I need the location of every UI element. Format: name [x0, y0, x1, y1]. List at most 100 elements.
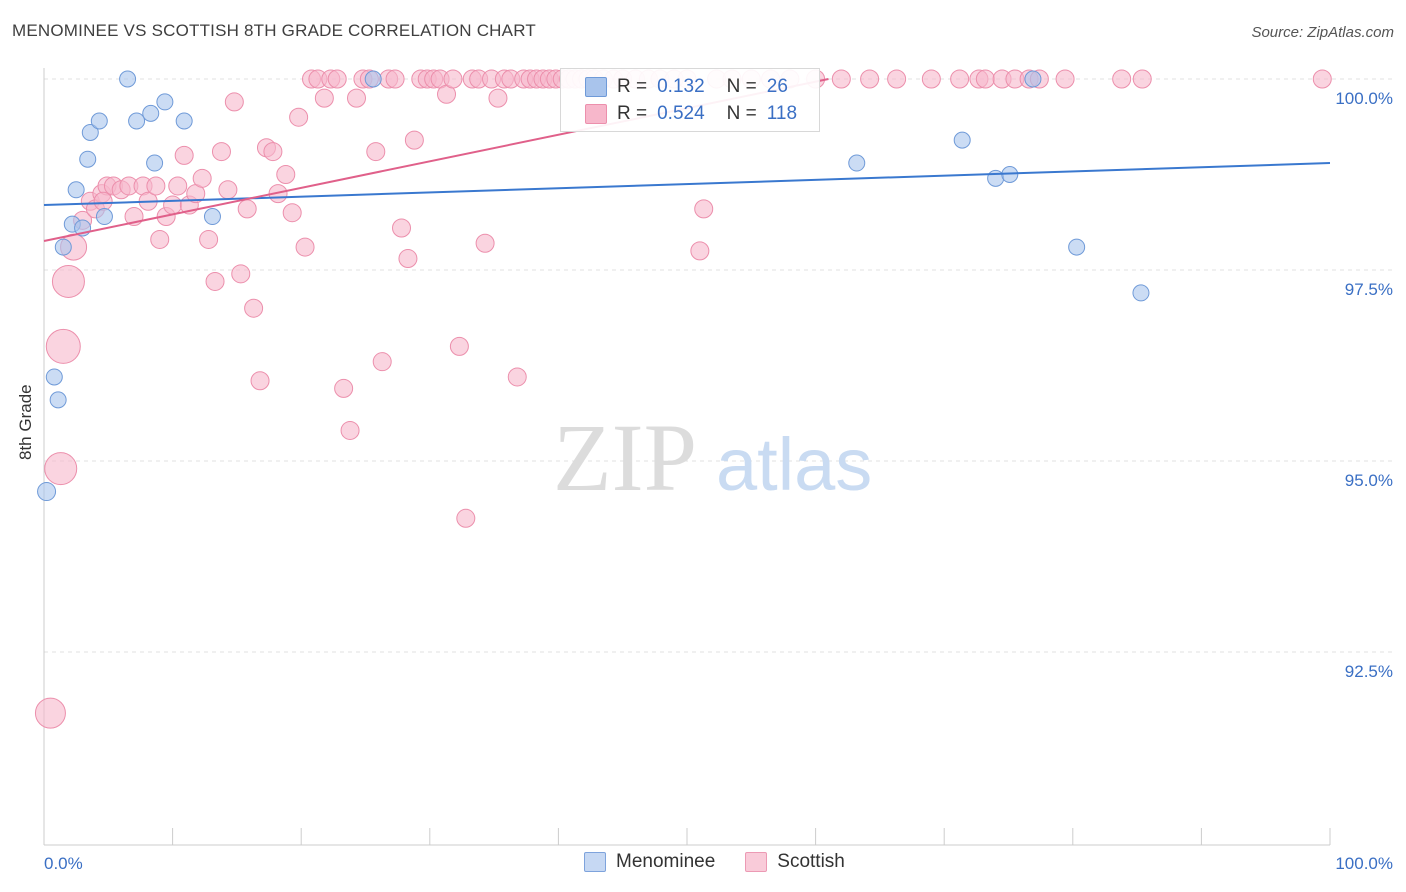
menominee-point [1132, 284, 1150, 302]
scottish-point [163, 195, 183, 215]
scottish-point [282, 203, 302, 223]
scottish-point [694, 199, 714, 219]
scottish-point [887, 69, 907, 89]
legend-item-menominee: Menominee [584, 851, 715, 873]
scottish-point [244, 298, 264, 318]
scottish-point [211, 142, 231, 162]
y-axis-label: 8th Grade [16, 384, 35, 460]
legend-swatch-menominee [584, 852, 606, 872]
scottish-point [385, 69, 405, 89]
y-tick-label: 95.0% [1345, 471, 1393, 490]
legend-r-label: R = [617, 76, 648, 97]
scottish-point [289, 107, 309, 127]
legend-n-label: N = [726, 103, 757, 124]
menominee-point [1024, 70, 1042, 88]
x-tick-label: 100.0% [1335, 854, 1393, 873]
series-legend: Menominee Scottish [584, 851, 875, 873]
scottish-point [231, 264, 251, 284]
x-tick-label: 0.0% [44, 854, 83, 873]
scottish-point [346, 88, 366, 108]
legend-r-label: R = [617, 103, 648, 124]
menominee-point [67, 181, 85, 199]
scottish-point [250, 371, 270, 391]
scottish-point [45, 328, 81, 364]
scottish-point [950, 69, 970, 89]
scottish-point [1112, 69, 1132, 89]
scottish-point [168, 176, 188, 196]
y-tick-label: 92.5% [1345, 662, 1393, 681]
scottish-point [392, 218, 412, 238]
scottish-point [314, 88, 334, 108]
menominee-point [1068, 238, 1086, 256]
menominee-point [90, 112, 108, 130]
menominee-point [364, 70, 382, 88]
legend-n-value: 26 [766, 76, 788, 97]
menominee-point [175, 112, 193, 130]
menominee-point [81, 123, 99, 141]
menominee-point [203, 208, 221, 226]
menominee-point [953, 131, 971, 149]
scottish-point [340, 420, 360, 440]
scottish-point [372, 352, 392, 372]
legend-r-value: 0.524 [657, 103, 705, 124]
menominee-point [146, 154, 164, 172]
legend-label-menominee: Menominee [616, 851, 716, 872]
legend-n-value: 118 [766, 103, 798, 124]
scottish-point [295, 237, 315, 257]
scottish-point [921, 69, 941, 89]
scottish-point [1132, 69, 1152, 89]
scottish-point [93, 191, 113, 211]
scottish-point [199, 229, 219, 249]
menominee-point [45, 368, 63, 386]
scottish-point [1055, 69, 1075, 89]
scottish-point [366, 142, 386, 162]
legend-row-menominee: R = 0.132 N = 26 [585, 76, 788, 98]
watermark: ZIP atlas [553, 404, 872, 511]
legend-swatch-scottish [745, 852, 768, 872]
scottish-point [192, 168, 212, 188]
menominee-point [37, 482, 57, 502]
scottish-point [860, 69, 880, 89]
scottish-point [51, 264, 85, 298]
scottish-point [237, 199, 257, 219]
scottish-point [690, 241, 710, 261]
scottish-point [146, 176, 166, 196]
menominee-point [848, 154, 866, 172]
scottish-point [44, 452, 78, 486]
legend-r-value: 0.132 [657, 76, 705, 97]
watermark-zip: ZIP [553, 404, 697, 511]
watermark-atlas: atlas [716, 423, 872, 506]
stats-legend: R = 0.132 N = 26 R = 0.524 N = 118 [560, 68, 820, 132]
tick-labels: 100.0% 97.5% 95.0% 92.5% 0.0% 100.0% [44, 89, 1393, 873]
scottish-point [1312, 69, 1332, 89]
source-label: Source: ZipAtlas.com [1251, 24, 1394, 41]
scottish-point [218, 180, 238, 200]
menominee-point [128, 112, 146, 130]
y-tick-label: 100.0% [1335, 89, 1393, 108]
legend-swatch-scottish [585, 104, 607, 124]
scottish-point [456, 508, 476, 528]
menominee-point [987, 169, 1005, 187]
legend-row-scottish: R = 0.524 N = 118 [585, 103, 797, 125]
scottish-point [488, 88, 508, 108]
menominee-trend-line [43, 162, 1331, 207]
menominee-point [95, 208, 113, 226]
scottish-point [475, 233, 495, 253]
scottish-point [975, 69, 995, 89]
scottish-point [276, 165, 296, 184]
menominee-point [79, 150, 97, 168]
legend-n-label: N = [726, 76, 757, 97]
scottish-point [831, 69, 851, 89]
scottish-point [449, 336, 469, 356]
menominee-point [54, 238, 72, 256]
legend-label-scottish: Scottish [777, 851, 845, 872]
menominee-point [142, 104, 160, 122]
legend-item-scottish: Scottish [745, 851, 845, 873]
legend-swatch-menominee [585, 77, 607, 97]
scottish-point [150, 229, 170, 249]
menominee-point [156, 93, 174, 111]
scottish-point [443, 69, 463, 89]
scottish-point [507, 367, 527, 387]
scottish-point [34, 697, 66, 729]
